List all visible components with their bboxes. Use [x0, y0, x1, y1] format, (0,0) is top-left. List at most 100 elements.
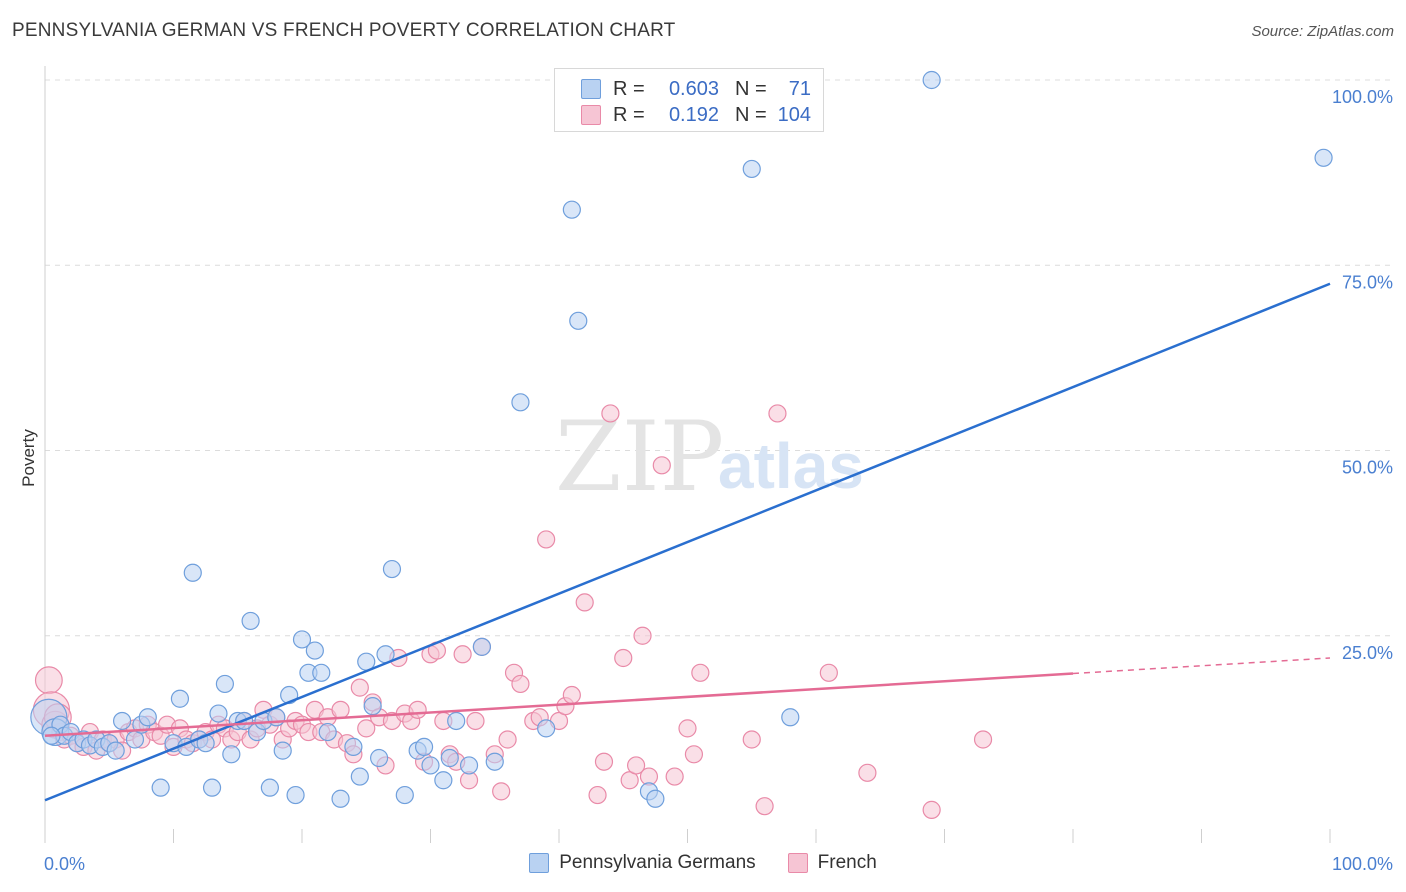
n-value-pink: 104: [777, 103, 811, 126]
french-point: [498, 730, 517, 749]
french-point: [357, 719, 376, 738]
french-point: [350, 678, 369, 697]
pennsylvania-german-point: [183, 563, 202, 582]
pennsylvania-german-point: [1314, 148, 1333, 167]
french-point: [408, 700, 427, 719]
chart-title: PENNSYLVANIA GERMAN VS FRENCH POVERTY CO…: [12, 20, 676, 41]
pennsylvania-german-point: [292, 630, 312, 649]
pennsylvania-german-point: [421, 756, 440, 775]
pennsylvania-german-point: [742, 159, 761, 179]
blue-swatch: [529, 853, 550, 873]
french-point: [633, 626, 652, 645]
pennsylvania-german-point: [318, 722, 337, 742]
pennsylvania-german-point: [370, 748, 389, 768]
french-point: [492, 782, 511, 801]
pennsylvania-german-point: [382, 559, 402, 579]
pennsylvania-german-point: [241, 611, 260, 631]
pennsylvania-german-point: [106, 741, 125, 760]
pennsylvania-german-point: [562, 200, 581, 219]
y-axis-label: Poverty: [19, 429, 38, 487]
pennsylvania-german-point: [202, 778, 222, 797]
r-label: R =: [613, 77, 645, 100]
legend-item-pennsylvania-germans[interactable]: Pennsylvania Germans: [529, 852, 756, 874]
trend-lines: [44, 282, 1331, 802]
pennsylvania-german-point: [222, 745, 241, 764]
french-point: [575, 593, 594, 612]
french-point: [588, 785, 607, 805]
pennsylvania-german-point: [215, 674, 234, 694]
y-tick-label-50: 50.0%: [1342, 458, 1393, 478]
pennsylvania-german-point: [414, 737, 434, 757]
french-trend-line-extension: [1072, 657, 1331, 675]
pennsylvania-german-point: [569, 311, 588, 330]
pennsylvania-german-point: [305, 641, 324, 660]
x-tick-label-max: 100.0%: [1332, 854, 1393, 874]
french-point: [973, 730, 993, 749]
pennsylvania-german-point: [209, 704, 228, 723]
french-point: [626, 756, 646, 775]
pennsylvania-german-point: [273, 741, 292, 760]
pennsylvania-german-point: [440, 748, 459, 768]
french-point: [922, 800, 941, 819]
pennsylvania-german-point: [922, 70, 941, 90]
french-point: [665, 767, 684, 786]
pennsylvania-german-point: [781, 708, 800, 727]
french-point: [755, 797, 774, 816]
french-point: [453, 645, 472, 664]
pennsylvania-german-point: [537, 719, 556, 738]
watermark-zip: ZIP: [555, 401, 724, 513]
french-point: [601, 404, 620, 423]
pennsylvania-german-trend-line: [44, 282, 1331, 802]
pennsylvania-german-point: [350, 767, 369, 786]
legend-label-pennsylvania-germans: Pennsylvania Germans: [559, 852, 756, 873]
pennsylvania-german-point: [344, 737, 363, 757]
pennsylvania-german-point: [260, 778, 279, 797]
pennsylvania-german-point: [434, 771, 453, 790]
french-point: [331, 700, 350, 719]
stats-legend: R = 0.603 N = 71 R = 0.192 N = 104: [554, 68, 824, 132]
pennsylvania-german-point: [331, 789, 350, 808]
french-point: [684, 745, 704, 764]
french-point: [511, 674, 530, 694]
pennsylvania-german-point: [363, 697, 382, 716]
pennsylvania-german-point: [459, 756, 479, 775]
pennsylvania-german-point: [472, 637, 491, 656]
stats-legend-row-blue: R = 0.603 N = 71: [581, 77, 811, 101]
french-point: [819, 663, 838, 682]
french-point: [691, 663, 710, 682]
french-point: [614, 648, 633, 668]
french-trend-line: [44, 672, 1074, 738]
french-point: [652, 456, 671, 475]
pennsylvania-german-point: [447, 711, 466, 731]
pennsylvania-german-point: [312, 663, 331, 682]
french-point: [768, 404, 787, 423]
y-tick-label-100: 100.0%: [1332, 87, 1393, 107]
watermark: ZIP atlas: [555, 401, 864, 513]
pennsylvania-german-point: [511, 393, 530, 412]
legend-label-french: French: [817, 852, 877, 873]
series-legend: Pennsylvania Germans French: [0, 852, 1406, 874]
pennsylvania-german-point: [286, 785, 305, 805]
french-point: [466, 711, 485, 731]
pink-swatch: [581, 105, 601, 125]
pennsylvania-german-point: [151, 778, 170, 797]
pennsylvania-german-point: [646, 789, 665, 808]
legend-item-french[interactable]: French: [787, 852, 877, 874]
pennsylvania-german-point: [395, 785, 414, 805]
r-label: R =: [613, 103, 645, 126]
blue-swatch: [581, 79, 601, 99]
source-label: Source: ZipAtlas.com: [1251, 23, 1394, 40]
french-point: [537, 530, 556, 549]
y-tick-label-75: 75.0%: [1342, 272, 1393, 292]
watermark-atlas: atlas: [718, 430, 864, 502]
x-tick-label-min: 0.0%: [44, 854, 85, 874]
french-point: [594, 752, 614, 771]
pink-swatch: [787, 853, 808, 873]
n-label: N =: [735, 77, 767, 100]
pennsylvania-german-point: [485, 752, 504, 771]
y-tick-label-25: 25.0%: [1342, 643, 1393, 663]
r-value-blue: 0.603: [668, 77, 719, 100]
pennsylvania-german-point: [112, 711, 132, 731]
french-point: [34, 666, 63, 695]
